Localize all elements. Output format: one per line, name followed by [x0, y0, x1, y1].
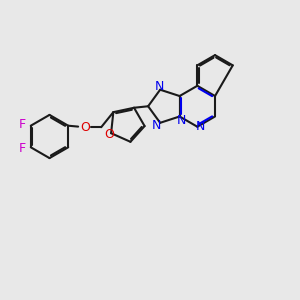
Text: F: F [19, 142, 26, 155]
Text: N: N [155, 80, 164, 93]
Text: O: O [105, 128, 115, 141]
Text: N: N [152, 119, 161, 132]
Text: F: F [19, 118, 26, 131]
Text: N: N [196, 120, 206, 133]
Text: O: O [80, 121, 90, 134]
Text: N: N [176, 114, 186, 127]
